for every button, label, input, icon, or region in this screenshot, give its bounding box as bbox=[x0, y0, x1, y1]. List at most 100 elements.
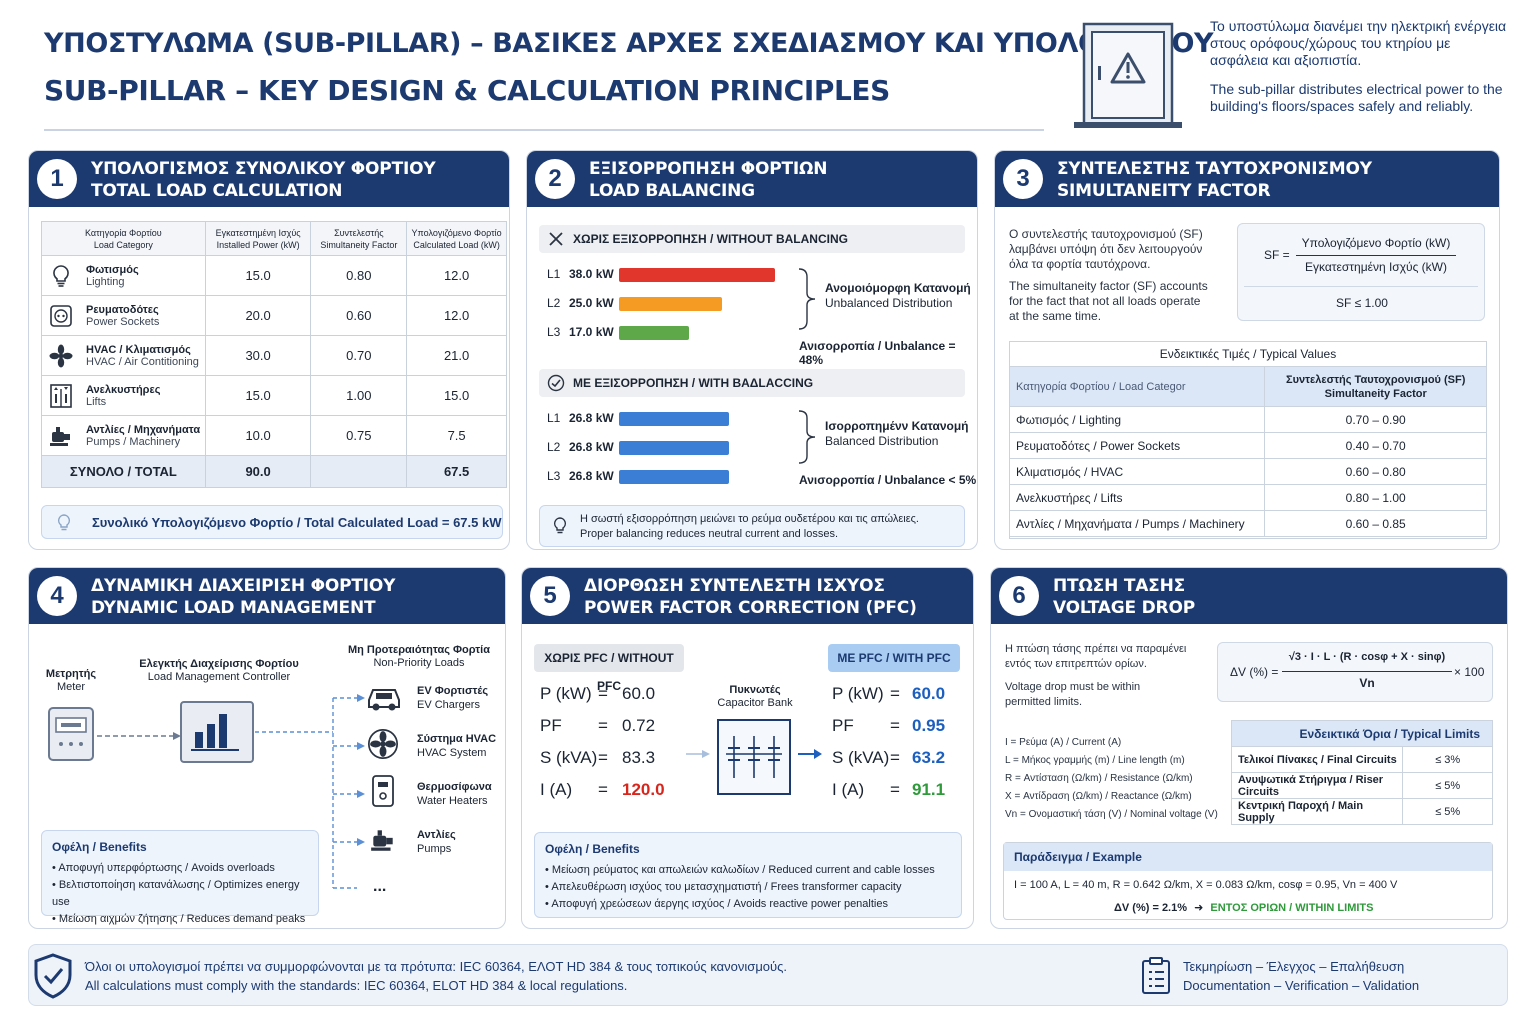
category-cell: Αντλίες / Μηχανήματα Pumps / Machinery bbox=[41, 415, 206, 456]
cross-icon bbox=[549, 232, 563, 246]
without-i-value: 120.0 bbox=[622, 780, 665, 799]
formula-lhs: ΔV (%) = bbox=[1230, 665, 1279, 679]
example-result: ΔV (%) = 2.1% ➜ ΕΝΤΟΣ ΟΡΙΩΝ / WITHIN LIM… bbox=[1114, 902, 1374, 914]
power-socket-icon bbox=[50, 304, 72, 327]
benefit-item: • Μείωση αιχμών ζήτησης / Reduces demand… bbox=[52, 913, 306, 925]
documentation-english: Documentation – Verification – Validatio… bbox=[1183, 978, 1420, 993]
panel-number: 2 bbox=[535, 159, 575, 199]
table-row: Κεντρική Παροχή / Main Supply ≤ 5% bbox=[1230, 798, 1493, 825]
sf-cell: 0.75 bbox=[310, 415, 408, 456]
panel-power-factor: 5 ΔΙΟΡΘΩΣΗ ΣΥΝΤΕΛΕΣΤΗ ΙΣΧΥΟΣ POWER FACTO… bbox=[521, 567, 974, 929]
compliance-english: All calculations must comply with the st… bbox=[85, 978, 628, 993]
vd-legend: I = Ρεύμα (A) / Current (A) L = Μήκος γρα… bbox=[1005, 737, 1218, 820]
load-water-heaters: Θερμοσίφωνα Water Heaters bbox=[417, 781, 492, 807]
benefit-item: • Αποφυγή υπερφόρτωσης / Avoids overload… bbox=[52, 862, 275, 874]
total-label: ΣΥΝΟΛΟ / TOTAL bbox=[41, 455, 206, 488]
benefit-item: • Μείωση ρεύματος και απωλειών καλωδίων … bbox=[545, 864, 935, 876]
vd-description-greek: Η πτώση τάσης πρέπει να παραμένει εντός … bbox=[1005, 643, 1187, 670]
panel-title-greek: ΔΙΟΡΘΩΣΗ ΣΥΝΤΕΛΕΣΤΗ ΙΣΧΥΟΣ bbox=[584, 576, 885, 596]
with-s-value: 63.2 bbox=[912, 748, 946, 767]
panel-header: 3 ΣΥΝΤΕΛΕΣΤΗΣ ΤΑΥΤΟΧΡΟΝΙΣΜΟΥ SIMULTANEIT… bbox=[995, 151, 1499, 207]
panel-title-english: SIMULTANEITY FACTOR bbox=[1057, 181, 1271, 201]
unbalanced-label: Ανομοιόμορφη Κατανομή Unbalanced Distribu… bbox=[825, 281, 971, 310]
col-header: Κατηγορία Φορτίου Load Category bbox=[41, 221, 206, 256]
balancing-tip: Η σωστή εξισορρόπηση μειώνει το ρεύμα ου… bbox=[539, 505, 965, 547]
sf-cell: 0.60 bbox=[310, 295, 408, 336]
table-row: Ανελκυστήρες / Lifts 0.80 – 1.00 bbox=[1008, 484, 1487, 511]
panel-title-english: DYNAMIC LOAD MANAGEMENT bbox=[91, 598, 376, 618]
table-header-row: Κατηγορία Φορτίου / Load Categor Συντελε… bbox=[1008, 366, 1487, 407]
formula-multiplier: × 100 bbox=[1454, 665, 1485, 679]
eq-sign: = bbox=[598, 780, 608, 799]
formula-lhs: SF = bbox=[1264, 248, 1290, 262]
with-balancing-header: ΜΕ ΕΞΙΣΟΡΡΟΠΗΣΗ / WITH BAΔLACCING bbox=[539, 369, 965, 397]
panel-header: 1 ΥΠΟΛΟΓΙΣΜΟΣ ΣΥΝΟΛΙΚΟΥ ΦΟΡΤΙΟΥ TOTAL LO… bbox=[29, 151, 509, 207]
benefits-title: Οφέλη / Benefits bbox=[545, 842, 640, 856]
category-cell: Φωτισμός Lighting bbox=[41, 255, 206, 296]
formula-denominator: Εγκατεστημένη Ισχύς (kW) bbox=[1304, 260, 1447, 274]
panel-number: 3 bbox=[1003, 159, 1043, 199]
phase-value: 25.0 kW bbox=[569, 296, 614, 310]
phase-label: L2 bbox=[547, 440, 561, 454]
without-balancing-header: ΧΩΡΙΣ ΕΞΙΣΟΡΡΟΠΗΣΗ / WITHOUT BALANCING bbox=[539, 225, 965, 253]
right-arrow-icon bbox=[798, 749, 822, 759]
table-row: Τελικοί Πίνακες / Final Circuits ≤ 3% bbox=[1230, 746, 1493, 773]
with-pfc-tag: ΜΕ PFC / WITH PFC bbox=[828, 644, 960, 672]
col-header: Υπολογιζόμενο Φορτίο Calculated Load (kW) bbox=[406, 221, 507, 256]
calc-cell: 21.0 bbox=[406, 335, 507, 376]
eq-sign: = bbox=[598, 716, 608, 735]
installed-cell: 30.0 bbox=[204, 335, 312, 376]
table-header-row: Κατηγορία Φορτίου Load Category Εγκατεστη… bbox=[41, 221, 507, 256]
lightbulb-icon bbox=[553, 517, 567, 534]
lightbulb-icon bbox=[53, 264, 69, 287]
calc-cell: 12.0 bbox=[406, 255, 507, 296]
load-pumps: Αντλίες Pumps bbox=[417, 829, 456, 855]
col-header: Συντελεστής Simultaneity Factor bbox=[310, 221, 408, 256]
without-pf: PF bbox=[540, 716, 562, 735]
panel-number: 5 bbox=[530, 576, 570, 616]
panel-number: 6 bbox=[999, 576, 1039, 616]
sf-cell: 0.80 bbox=[310, 255, 408, 296]
car-icon bbox=[368, 689, 400, 711]
page-title-greek: ΥΠΟΣΤΥΛΩΜΑ (SUB-PILLAR) – ΒΑΣΙΚΕΣ ΑΡΧΕΣ … bbox=[44, 28, 1214, 59]
fan-icon bbox=[367, 728, 399, 760]
sf-constraint: SF ≤ 1.00 bbox=[1336, 296, 1388, 310]
brace-icon bbox=[798, 410, 816, 464]
category-cell: HVAC / Κλιματισμός HVAC / Air Contitionin… bbox=[41, 335, 206, 376]
formula-divider bbox=[1244, 286, 1478, 287]
shield-check-icon bbox=[34, 953, 72, 999]
phase-value: 17.0 kW bbox=[569, 325, 614, 339]
pump-icon bbox=[50, 426, 70, 446]
dashed-connector bbox=[255, 694, 365, 889]
meter-label: Μετρητής Meter bbox=[45, 668, 97, 693]
calc-cell: 15.0 bbox=[406, 375, 507, 416]
panel-title-english: POWER FACTOR CORRECTION (PFC) bbox=[584, 598, 917, 618]
table-row: HVAC / Κλιματισμός HVAC / Air Contitionin… bbox=[41, 335, 507, 376]
panel-title-greek: ΣΥΝΤΕΛΕΣΤΗΣ ΤΑΥΤΟΧΡΟΝΙΣΜΟΥ bbox=[1057, 159, 1372, 179]
with-s: S (kVA) bbox=[832, 748, 890, 767]
panel-header: 4 ΔΥΝΑΜΙΚΗ ΔΙΑΧΕΙΡΙΣΗ ΦΟΡΤΙΟΥ DYNAMIC LO… bbox=[29, 568, 505, 624]
typical-values-box: Ενδεικτικές Τιμές / Typical Values Κατηγ… bbox=[1008, 341, 1487, 539]
eq-sign: = bbox=[598, 748, 608, 767]
panel-number: 4 bbox=[37, 576, 77, 616]
formula-denominator: Vn bbox=[1359, 676, 1375, 690]
typical-values-table: Κατηγορία Φορτίου / Load Categor Συντελε… bbox=[1008, 366, 1487, 537]
table-row: Κλιματισμός / HVAC 0.60 – 0.80 bbox=[1008, 458, 1487, 485]
page-title-english: SUB-PILLAR – KEY DESIGN & CALCULATION PR… bbox=[44, 74, 890, 107]
formula-numerator: √3 · I · L · (R · cosφ + X · sinφ) bbox=[1288, 651, 1446, 663]
with-pf-value: 0.95 bbox=[912, 716, 946, 735]
col-header: Εγκατεστημένη Ισχύς Installed Power (kW) bbox=[204, 221, 312, 256]
panel-title-greek: ΕΞΙΣΟΡΡΟΠΗΣΗ ΦΟΡΤΙΩΝ bbox=[589, 159, 828, 179]
benefits-title: Οφέλη / Benefits bbox=[52, 840, 147, 854]
vd-description-english: Voltage drop must be within permitted li… bbox=[1005, 681, 1141, 708]
sf-cell: 1.00 bbox=[310, 375, 408, 416]
panel-title-english: VOLTAGE DROP bbox=[1053, 598, 1195, 618]
dashed-connector bbox=[97, 732, 181, 740]
documentation-greek: Τεκμηρίωση – Έλεγχος – Επαλήθευση bbox=[1183, 959, 1405, 974]
unbalance-value-without: Ανισορροπία / Unbalance = 48% bbox=[799, 339, 956, 367]
total-load-note: Συνολικό Υπολογιζόμενο Φορτίο / Total Ca… bbox=[41, 505, 503, 539]
phase-value: 26.8 kW bbox=[569, 440, 614, 454]
without-p-value: 60.0 bbox=[622, 684, 656, 703]
panel-dynamic-load: 4 ΔΥΝΑΜΙΚΗ ΔΙΑΧΕΙΡΙΣΗ ΦΟΡΤΙΟΥ DYNAMIC LO… bbox=[28, 567, 506, 929]
with-p-value: 60.0 bbox=[912, 684, 946, 703]
